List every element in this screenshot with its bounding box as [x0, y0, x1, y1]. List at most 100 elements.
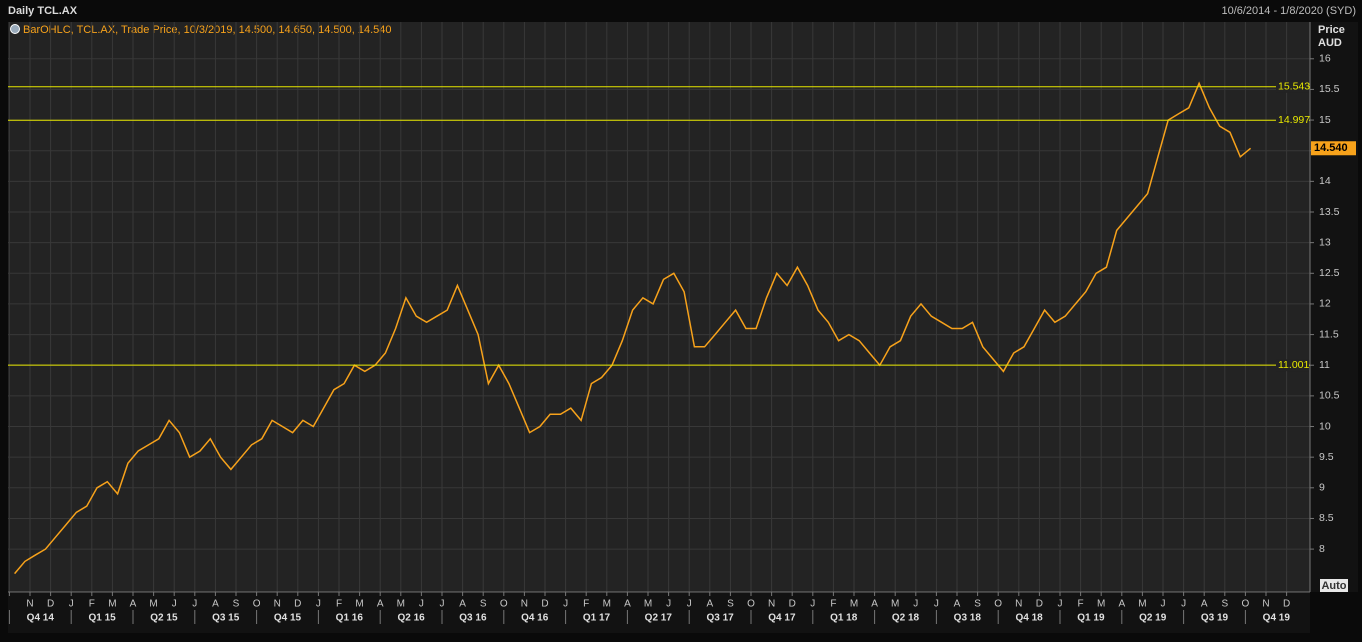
reference-label: 15.543: [1278, 81, 1310, 93]
y-tick-label: 10.5: [1319, 390, 1340, 402]
x-tick-label: F: [583, 599, 589, 610]
plot-area: [8, 22, 1310, 592]
x-tick-label: D: [789, 599, 796, 610]
quarter-label: Q2 16: [397, 613, 425, 624]
x-tick-label: M: [149, 599, 157, 610]
x-tick-label: F: [336, 599, 342, 610]
x-tick-label: J: [172, 599, 177, 610]
quarter-label: Q1 17: [583, 613, 611, 624]
x-axis-area: [8, 593, 1310, 633]
x-tick-label: F: [89, 599, 95, 610]
y-tick-label: 15.5: [1319, 83, 1340, 95]
x-tick-label: A: [130, 599, 137, 610]
x-tick-label: M: [891, 599, 899, 610]
x-tick-label: M: [1138, 599, 1146, 610]
quarter-label: Q2 18: [892, 613, 920, 624]
x-tick-label: A: [706, 599, 713, 610]
x-tick-label: N: [1015, 599, 1022, 610]
y-tick-label: 11: [1319, 359, 1330, 371]
quarter-label: Q3 15: [212, 613, 240, 624]
x-tick-label: A: [871, 599, 878, 610]
x-tick-label: S: [1221, 599, 1228, 610]
reference-label: 14.997: [1278, 114, 1310, 126]
x-tick-label: D: [47, 599, 54, 610]
legend-icon: [10, 24, 20, 34]
x-tick-label: M: [644, 599, 652, 610]
x-tick-label: D: [294, 599, 301, 610]
quarter-label: Q2 19: [1139, 613, 1167, 624]
x-tick-label: M: [108, 599, 116, 610]
quarter-label: Q1 16: [336, 613, 364, 624]
reference-label-bg: [1276, 80, 1309, 93]
price-line: [14, 81, 1252, 575]
quarter-label: Q3 16: [459, 613, 487, 624]
x-tick-label: J: [192, 599, 197, 610]
x-tick-label: A: [1118, 599, 1125, 610]
quarter-label: Q3 17: [706, 613, 734, 624]
y-tick-label: 16: [1319, 53, 1331, 65]
x-tick-label: M: [355, 599, 363, 610]
x-tick-label: M: [397, 599, 405, 610]
x-tick-label: N: [1262, 599, 1269, 610]
x-tick-label: A: [954, 599, 961, 610]
x-tick-label: M: [850, 599, 858, 610]
y-tick-label: 9.5: [1319, 451, 1334, 463]
x-tick-label: D: [1036, 599, 1043, 610]
x-tick-label: N: [26, 599, 33, 610]
auto-button[interactable]: [1320, 579, 1348, 592]
x-tick-label: J: [1181, 599, 1186, 610]
x-tick-label: M: [1097, 599, 1105, 610]
x-tick-label: A: [377, 599, 384, 610]
date-range: 10/6/2014 - 1/8/2020 (SYD): [1221, 5, 1356, 17]
x-tick-label: S: [974, 599, 981, 610]
x-tick-label: J: [69, 599, 74, 610]
y-tick-label: 12: [1319, 298, 1331, 310]
legend-text: BarOHLC, TCL.AX, Trade Price, 10/3/2019,…: [23, 24, 392, 36]
x-tick-label: J: [316, 599, 321, 610]
quarter-label: Q1 15: [88, 613, 116, 624]
y-tick-label: 11.5: [1319, 328, 1339, 340]
x-tick-label: J: [440, 599, 445, 610]
y-axis-unit: AUD: [1318, 37, 1342, 49]
quarter-label: Q4 14: [27, 613, 55, 624]
x-tick-label: F: [1078, 599, 1084, 610]
y-tick-label: 9: [1319, 482, 1325, 494]
y-tick-label: 13: [1319, 236, 1331, 248]
y-axis-area: [1310, 22, 1358, 592]
reference-label-bg: [1276, 359, 1309, 372]
reference-label: 11.001: [1278, 359, 1309, 371]
x-tick-label: J: [419, 599, 424, 610]
x-tick-label: J: [913, 599, 918, 610]
chart-title: Daily TCL.AX: [8, 5, 78, 17]
y-axis-title: Price: [1318, 24, 1345, 36]
quarter-label: Q4 16: [521, 613, 549, 624]
x-tick-label: J: [1161, 599, 1166, 610]
x-tick-label: N: [274, 599, 281, 610]
last-price-label: 14.540: [1314, 142, 1348, 154]
quarter-label: Q1 19: [1077, 613, 1105, 624]
x-tick-label: D: [1283, 599, 1290, 610]
quarter-label: Q2 15: [150, 613, 178, 624]
x-tick-label: N: [768, 599, 775, 610]
x-tick-label: S: [727, 599, 734, 610]
y-tick-label: 13.5: [1319, 206, 1340, 218]
quarter-label: Q4 18: [1015, 613, 1043, 624]
y-tick-label: 10: [1319, 420, 1331, 432]
auto-button-label[interactable]: Auto: [1321, 580, 1346, 592]
x-tick-label: O: [253, 599, 261, 610]
x-tick-label: O: [994, 599, 1002, 610]
x-tick-label: J: [563, 599, 568, 610]
quarter-label: Q4 15: [274, 613, 302, 624]
x-tick-label: J: [934, 599, 939, 610]
y-tick-label: 15: [1319, 114, 1331, 126]
quarter-label: Q2 17: [645, 613, 673, 624]
x-tick-label: N: [521, 599, 528, 610]
y-tick-label: 8: [1319, 543, 1325, 555]
x-tick-label: J: [687, 599, 692, 610]
last-price-box: [1311, 141, 1356, 156]
x-tick-label: J: [666, 599, 671, 610]
x-tick-label: O: [500, 599, 508, 610]
x-tick-label: A: [212, 599, 219, 610]
x-tick-label: J: [1058, 599, 1063, 610]
